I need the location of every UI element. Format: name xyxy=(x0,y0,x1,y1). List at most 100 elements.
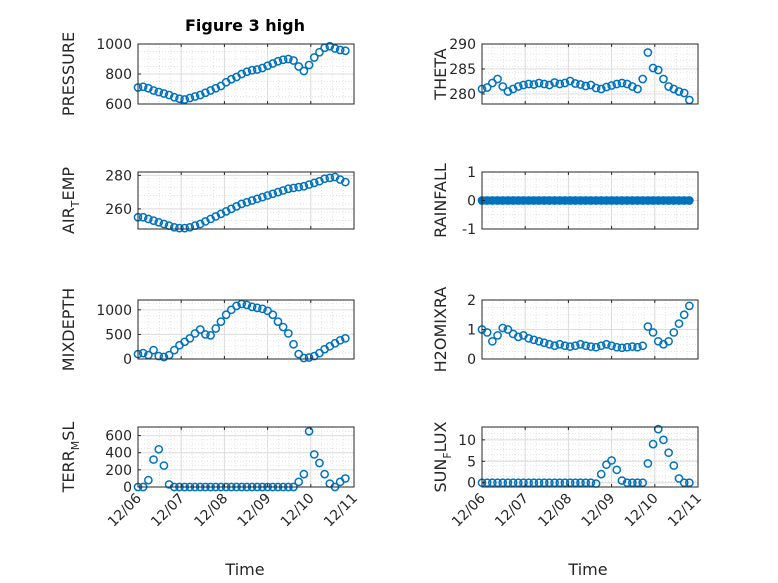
data-point xyxy=(550,78,559,87)
series-sun_flux xyxy=(477,424,694,488)
y-tick-label: 1000 xyxy=(96,37,132,53)
grid-terr_msl xyxy=(137,426,355,488)
data-point xyxy=(560,341,570,351)
data-point xyxy=(498,478,508,488)
data-point xyxy=(341,474,350,483)
data-point xyxy=(185,93,195,103)
data-point xyxy=(555,339,565,349)
data-point xyxy=(201,330,210,339)
data-point xyxy=(627,342,637,351)
data-point xyxy=(534,78,544,88)
x-axis-label-right: Time xyxy=(567,560,607,579)
data-point xyxy=(513,332,523,342)
data-point xyxy=(226,204,236,214)
data-point xyxy=(268,189,278,199)
data-point xyxy=(555,79,565,89)
data-point xyxy=(493,331,502,340)
data-point xyxy=(524,478,534,488)
data-point xyxy=(273,56,283,66)
data-point xyxy=(268,59,278,68)
data-point xyxy=(268,310,278,320)
data-point xyxy=(607,456,616,465)
data-point xyxy=(503,478,513,488)
data-point xyxy=(638,74,648,84)
data-point xyxy=(602,460,611,470)
data-point xyxy=(638,341,648,351)
data-point xyxy=(154,444,164,454)
y-axis-label-terr_msl: TERRMSL xyxy=(59,422,82,494)
y-tick-label: 1000 xyxy=(96,303,132,319)
data-point xyxy=(294,62,304,71)
data-point xyxy=(669,461,679,470)
data-point xyxy=(519,478,528,488)
y-tick-label: 260 xyxy=(105,202,132,218)
y-tick-label: 200 xyxy=(105,463,132,479)
data-point xyxy=(335,335,345,345)
data-point xyxy=(247,65,257,75)
y-tick-label: 0 xyxy=(123,480,132,496)
data-point xyxy=(545,339,554,349)
data-point xyxy=(550,478,559,488)
data-point xyxy=(643,322,653,331)
y-axis-label-tail: LUX xyxy=(431,421,450,452)
subplot-pressure: 600 800 1000 PRESSURE xyxy=(59,32,355,116)
data-point xyxy=(320,469,329,479)
data-point xyxy=(299,353,309,363)
data-point xyxy=(529,478,539,488)
data-point xyxy=(570,341,580,351)
data-point xyxy=(154,351,164,361)
data-point xyxy=(289,56,298,65)
data-point xyxy=(315,176,324,186)
series-theta xyxy=(477,48,694,105)
data-point xyxy=(513,82,523,91)
data-point xyxy=(545,478,554,488)
data-point xyxy=(180,95,190,104)
data-point xyxy=(299,66,309,76)
data-point xyxy=(278,186,288,195)
data-point xyxy=(341,46,350,56)
data-point xyxy=(643,48,653,57)
subplot-h2omixra: 0 1 2 H2OMIXRA xyxy=(431,287,699,372)
data-point xyxy=(539,478,549,488)
data-point xyxy=(278,55,288,65)
data-point xyxy=(591,83,601,93)
x-axis-label-left: Time xyxy=(224,560,264,579)
data-point xyxy=(149,455,158,464)
data-point xyxy=(513,478,523,488)
data-point xyxy=(226,74,236,84)
data-point xyxy=(633,84,642,94)
data-point xyxy=(581,478,591,488)
data-point xyxy=(679,310,689,320)
data-point xyxy=(596,469,606,479)
data-point xyxy=(242,197,252,207)
y-tick-label: 0 xyxy=(467,476,476,492)
data-point xyxy=(607,81,616,90)
y-tick-label: 0 xyxy=(467,352,476,368)
data-point xyxy=(493,74,502,84)
data-point xyxy=(669,84,679,94)
data-point xyxy=(576,478,585,488)
data-point xyxy=(503,87,513,96)
y-axis-label-tail: SL xyxy=(59,422,78,441)
data-point xyxy=(586,478,596,488)
data-point xyxy=(309,178,319,188)
data-point xyxy=(524,79,534,89)
data-point xyxy=(602,82,611,92)
data-point xyxy=(335,175,345,184)
data-point xyxy=(283,329,293,338)
y-axis-label-main: THETA xyxy=(431,48,450,100)
data-point xyxy=(617,476,627,485)
data-point xyxy=(612,342,622,352)
data-point xyxy=(643,459,653,468)
data-point xyxy=(664,82,673,91)
data-point xyxy=(633,478,642,488)
data-point xyxy=(216,317,226,326)
data-point xyxy=(195,219,205,229)
data-point xyxy=(299,469,309,479)
y-axis-label-air_temp: AIRTEMP xyxy=(59,167,82,234)
y-axis-label-rainfall: RAINFALL xyxy=(431,163,450,238)
y-tick-label: 400 xyxy=(105,446,132,462)
data-point xyxy=(144,475,153,485)
data-point xyxy=(648,439,658,449)
y-axis-label-theta: THETA xyxy=(431,48,450,100)
